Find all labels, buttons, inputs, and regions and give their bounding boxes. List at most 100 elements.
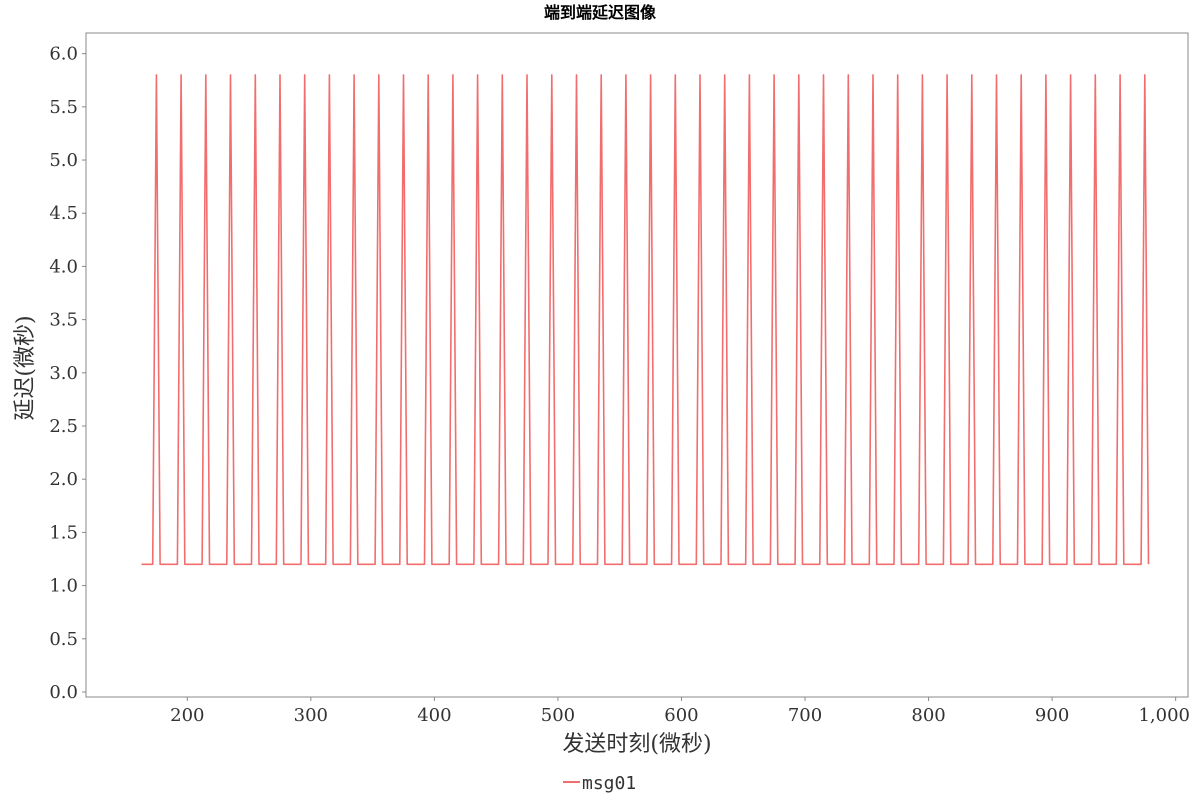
data-point bbox=[141, 564, 142, 565]
data-point bbox=[333, 564, 334, 565]
data-point bbox=[1120, 74, 1121, 75]
data-point bbox=[230, 74, 231, 75]
data-point bbox=[378, 74, 379, 75]
data-point bbox=[897, 74, 898, 75]
data-point bbox=[452, 74, 453, 75]
data-point bbox=[255, 74, 256, 75]
y-tick-label: 3.5 bbox=[49, 310, 78, 331]
x-axis-ticks: 200 300 400 500 600 700 800 900 1,000 bbox=[170, 697, 1190, 726]
y-tick-label: 4.5 bbox=[49, 203, 78, 224]
data-point bbox=[876, 564, 877, 565]
data-point bbox=[926, 564, 927, 565]
data-point bbox=[251, 564, 252, 565]
data-point bbox=[795, 564, 796, 565]
data-point bbox=[431, 564, 432, 565]
data-point bbox=[325, 564, 326, 565]
data-point bbox=[181, 74, 182, 75]
y-tick-label: 1.0 bbox=[49, 576, 78, 597]
data-point bbox=[1116, 564, 1117, 565]
x-tick-label: 700 bbox=[788, 705, 822, 726]
data-point bbox=[1141, 564, 1142, 565]
data-point bbox=[622, 564, 623, 565]
data-point bbox=[996, 74, 997, 75]
series-line-msg01 bbox=[141, 74, 1150, 566]
data-point bbox=[971, 74, 972, 75]
data-point bbox=[1021, 74, 1022, 75]
x-tick-label: 400 bbox=[417, 705, 451, 726]
y-tick-label: 0.5 bbox=[49, 629, 78, 650]
data-point bbox=[449, 564, 450, 565]
data-point bbox=[283, 564, 284, 565]
data-point bbox=[827, 564, 828, 565]
data-point bbox=[555, 564, 556, 565]
data-point bbox=[477, 74, 478, 75]
data-point bbox=[844, 564, 845, 565]
data-point bbox=[894, 564, 895, 565]
data-point bbox=[304, 74, 305, 75]
data-point bbox=[1000, 564, 1001, 565]
data-point bbox=[869, 564, 870, 565]
data-point bbox=[407, 564, 408, 565]
data-point bbox=[184, 564, 185, 565]
data-point bbox=[502, 74, 503, 75]
plot-area bbox=[85, 32, 1189, 698]
data-point bbox=[947, 74, 948, 75]
legend: msg01 bbox=[563, 773, 636, 794]
data-point bbox=[156, 74, 157, 75]
data-point bbox=[530, 564, 531, 565]
data-point bbox=[724, 74, 725, 75]
data-point bbox=[354, 74, 355, 75]
data-point bbox=[481, 564, 482, 565]
data-point bbox=[576, 74, 577, 75]
data-point bbox=[604, 564, 605, 565]
series-layer bbox=[141, 74, 1150, 566]
data-point bbox=[1074, 564, 1075, 565]
y-axis-label: 延迟(微秒) bbox=[13, 315, 38, 420]
data-point bbox=[749, 74, 750, 75]
y-tick-label: 5.0 bbox=[49, 150, 78, 171]
data-point bbox=[1070, 74, 1071, 75]
data-point bbox=[922, 74, 923, 75]
data-point bbox=[506, 564, 507, 565]
x-tick-label: 500 bbox=[541, 705, 575, 726]
data-point bbox=[823, 74, 824, 75]
data-point bbox=[205, 74, 206, 75]
chart-title: 端到端延迟图像 bbox=[544, 3, 657, 22]
data-point bbox=[597, 564, 598, 565]
data-point bbox=[580, 564, 581, 565]
data-point bbox=[774, 74, 775, 75]
y-tick-label: 5.5 bbox=[49, 97, 78, 118]
data-point bbox=[798, 74, 799, 75]
data-point bbox=[551, 74, 552, 75]
data-point bbox=[523, 564, 524, 565]
y-tick-label: 6.0 bbox=[49, 44, 78, 65]
data-point bbox=[1049, 564, 1050, 565]
data-point bbox=[424, 564, 425, 565]
data-point bbox=[728, 564, 729, 565]
data-point bbox=[753, 564, 754, 565]
y-tick-label: 4.0 bbox=[49, 256, 78, 277]
data-point bbox=[428, 74, 429, 75]
x-tick-label: 900 bbox=[1035, 705, 1069, 726]
data-point bbox=[473, 564, 474, 565]
data-point bbox=[280, 74, 281, 75]
data-point bbox=[276, 564, 277, 565]
x-tick-label: 300 bbox=[294, 705, 328, 726]
data-point bbox=[226, 564, 227, 565]
data-point bbox=[721, 564, 722, 565]
data-point bbox=[177, 564, 178, 565]
x-tick-label: 800 bbox=[911, 705, 945, 726]
data-point bbox=[601, 74, 602, 75]
y-tick-label: 0.0 bbox=[49, 682, 78, 703]
data-point bbox=[1091, 564, 1092, 565]
data-point bbox=[1099, 564, 1100, 565]
data-point bbox=[527, 74, 528, 75]
data-point bbox=[968, 564, 969, 565]
data-point bbox=[329, 74, 330, 75]
data-point bbox=[1123, 564, 1124, 565]
y-tick-label: 3.0 bbox=[49, 363, 78, 384]
data-point bbox=[357, 564, 358, 565]
data-point bbox=[399, 564, 400, 565]
data-point bbox=[950, 564, 951, 565]
data-point bbox=[671, 564, 672, 565]
